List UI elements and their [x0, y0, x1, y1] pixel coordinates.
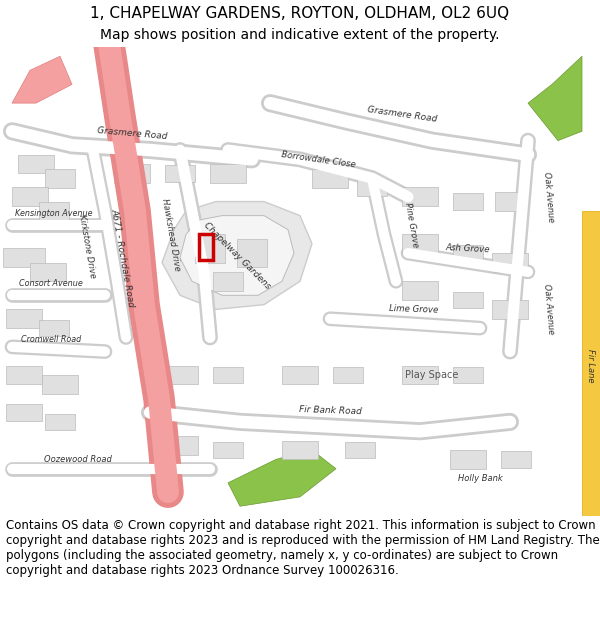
- Bar: [495, 192, 525, 211]
- Text: Consort Avenue: Consort Avenue: [19, 279, 83, 288]
- Bar: [453, 193, 483, 210]
- Bar: [213, 442, 243, 458]
- Bar: [6, 404, 42, 421]
- Bar: [45, 414, 75, 430]
- Bar: [345, 442, 375, 458]
- Text: Holly Bank: Holly Bank: [458, 474, 502, 482]
- Bar: [357, 179, 387, 196]
- Bar: [450, 450, 486, 469]
- Text: Fir Bank Road: Fir Bank Road: [298, 404, 362, 416]
- Polygon shape: [528, 56, 582, 141]
- Bar: [492, 300, 528, 319]
- Bar: [3, 248, 45, 268]
- Text: Grasmere Road: Grasmere Road: [367, 106, 437, 124]
- Text: Contains OS data © Crown copyright and database right 2021. This information is : Contains OS data © Crown copyright and d…: [6, 519, 600, 577]
- Text: Ash Grove: Ash Grove: [446, 242, 490, 254]
- Text: Kensington Avenue: Kensington Avenue: [15, 209, 93, 217]
- Bar: [312, 169, 348, 187]
- Text: Borrowdale Close: Borrowdale Close: [280, 150, 356, 169]
- Bar: [213, 272, 243, 291]
- Bar: [45, 169, 75, 187]
- Bar: [30, 262, 66, 281]
- Text: Hawkshead Drive: Hawkshead Drive: [160, 198, 182, 271]
- Polygon shape: [162, 201, 312, 309]
- Text: 1, CHAPELWAY GARDENS, ROYTON, OLDHAM, OL2 6UQ: 1, CHAPELWAY GARDENS, ROYTON, OLDHAM, OL…: [91, 6, 509, 21]
- Polygon shape: [12, 56, 72, 103]
- Text: Kirkstone Drive: Kirkstone Drive: [77, 214, 97, 279]
- Bar: [165, 165, 195, 182]
- Bar: [213, 367, 243, 383]
- Bar: [39, 320, 69, 336]
- Bar: [282, 441, 318, 459]
- Text: Pine Grove: Pine Grove: [403, 202, 419, 248]
- Bar: [6, 309, 42, 328]
- Bar: [210, 164, 246, 182]
- Bar: [402, 234, 438, 253]
- Polygon shape: [582, 211, 600, 516]
- Bar: [501, 451, 531, 468]
- Bar: [114, 164, 150, 182]
- Bar: [453, 245, 483, 261]
- Bar: [402, 281, 438, 300]
- Bar: [282, 366, 318, 384]
- Text: Cromwell Road: Cromwell Road: [21, 336, 81, 344]
- Bar: [333, 367, 363, 383]
- Text: Grasmere Road: Grasmere Road: [97, 126, 167, 141]
- Text: Map shows position and indicative extent of the property.: Map shows position and indicative extent…: [100, 28, 500, 42]
- Text: Oak Avenue: Oak Avenue: [542, 171, 556, 222]
- Text: Chapelway Gardens: Chapelway Gardens: [202, 221, 272, 291]
- Text: Play Space: Play Space: [406, 370, 458, 380]
- Bar: [402, 188, 438, 206]
- Bar: [39, 201, 69, 220]
- Bar: [453, 292, 483, 308]
- Bar: [18, 154, 54, 173]
- Text: A671 - Rochdale Road: A671 - Rochdale Road: [110, 208, 136, 308]
- Polygon shape: [228, 450, 336, 506]
- Bar: [237, 239, 267, 268]
- Bar: [12, 188, 48, 206]
- Polygon shape: [180, 216, 294, 295]
- Text: Oozewood Road: Oozewood Road: [44, 455, 112, 464]
- Text: Oak Avenue: Oak Avenue: [542, 284, 556, 335]
- Bar: [6, 366, 42, 384]
- Bar: [453, 367, 483, 383]
- Bar: [162, 436, 198, 455]
- Bar: [492, 253, 528, 272]
- Bar: [42, 375, 78, 394]
- Bar: [402, 366, 438, 384]
- Text: Lime Grove: Lime Grove: [389, 304, 439, 315]
- Text: Fir Lane: Fir Lane: [587, 349, 595, 382]
- Bar: [162, 366, 198, 384]
- Bar: [195, 234, 225, 262]
